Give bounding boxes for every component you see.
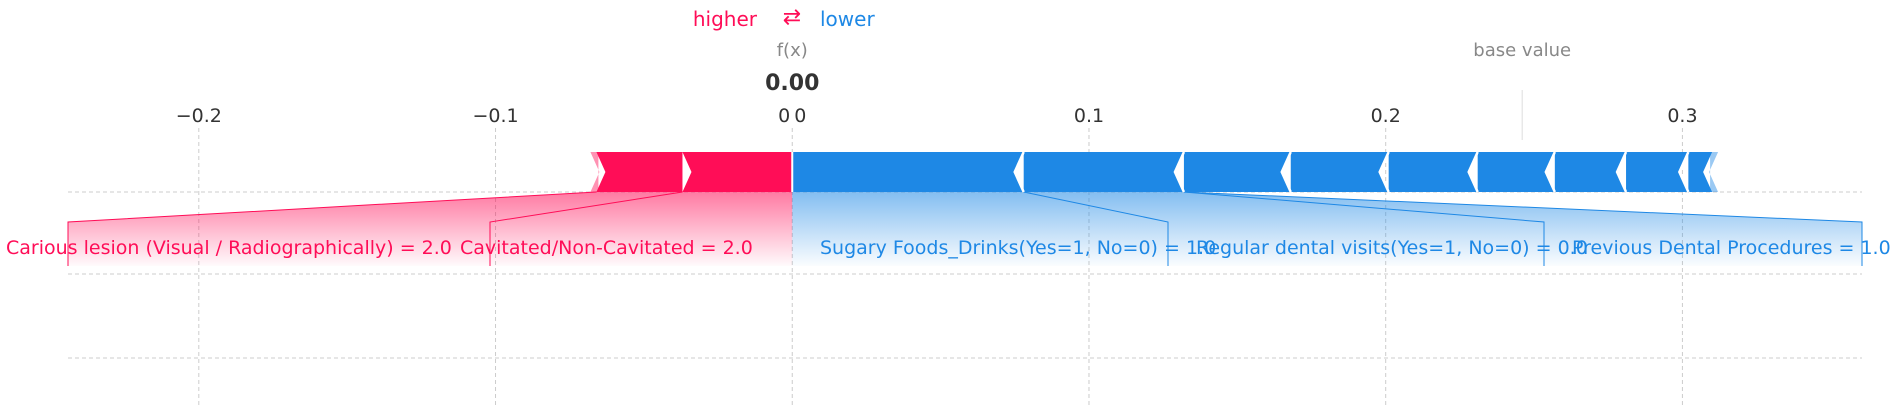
negative-label-link	[1183, 191, 1545, 266]
positive-force-segment	[596, 152, 683, 192]
segment-separator	[1467, 151, 1479, 193]
segment-separator	[1677, 151, 1690, 193]
negative-label-link	[1023, 191, 1169, 266]
segment-separator	[1544, 151, 1556, 193]
negative-force-segment	[1183, 152, 1291, 192]
force-bar	[590, 151, 1719, 193]
tick-label: 0.3	[1667, 105, 1697, 127]
positive-label-link	[67, 191, 597, 266]
negative-force-segment	[1626, 152, 1689, 192]
positive-force-segment	[682, 152, 793, 192]
segment-separator	[1615, 151, 1628, 193]
feature-label-negative: Previous Dental Procedures = 1.0	[1572, 237, 1891, 259]
negative-label-link	[1183, 191, 1863, 266]
feature-labels: Carious lesion (Visual / Radiographicall…	[6, 237, 1891, 259]
negative-force-segment	[1477, 152, 1555, 192]
feature-label-positive: Carious lesion (Visual / Radiographicall…	[6, 237, 452, 259]
legend-higher-label: higher	[693, 7, 758, 31]
force-bar-start-cap	[590, 152, 600, 192]
legend-lower-label: lower	[820, 7, 875, 31]
tick-label: 0.2	[1371, 105, 1401, 127]
x-axis-ticks: −0.2 −0.1 0 0.1 0.2 0.3 0	[176, 105, 1698, 127]
segment-separator	[1173, 151, 1186, 193]
positive-label-link-fill	[68, 192, 793, 266]
negative-force-segment	[1554, 152, 1627, 192]
segment-separator	[1013, 151, 1025, 193]
tick-label: 0.1	[1074, 105, 1104, 127]
tick-label: −0.1	[472, 105, 518, 127]
legend-arrows-icon: ⇄	[783, 5, 801, 30]
negative-force-segment	[792, 152, 1024, 192]
segment-separator	[1378, 151, 1390, 193]
feature-label-negative: Sugary Foods_Drinks(Yes=1, No=0) = 1.0	[820, 237, 1216, 259]
tick-label: 0	[778, 105, 790, 127]
segment-separator	[1280, 151, 1292, 193]
positive-label-link	[489, 191, 683, 266]
feature-label-negative: Regular dental visits(Yes=1, No=0) = 0.0	[1196, 237, 1588, 259]
tick-label: 0	[794, 105, 806, 127]
fx-label: f(x)	[777, 40, 808, 61]
fx-value: 0.00	[765, 71, 819, 96]
negative-force-segment	[1688, 152, 1713, 192]
feature-label-positive: Cavitated/Non-Cavitated = 2.0	[460, 237, 753, 259]
negative-force-segment	[1388, 152, 1478, 192]
tick-label: −0.2	[176, 105, 222, 127]
negative-force-segment	[1023, 152, 1184, 192]
base-value-label: base value	[1473, 40, 1571, 61]
label-link-fills	[67, 191, 1863, 266]
negative-force-segment	[1290, 152, 1389, 192]
force-bar-end-cap	[1709, 152, 1719, 192]
